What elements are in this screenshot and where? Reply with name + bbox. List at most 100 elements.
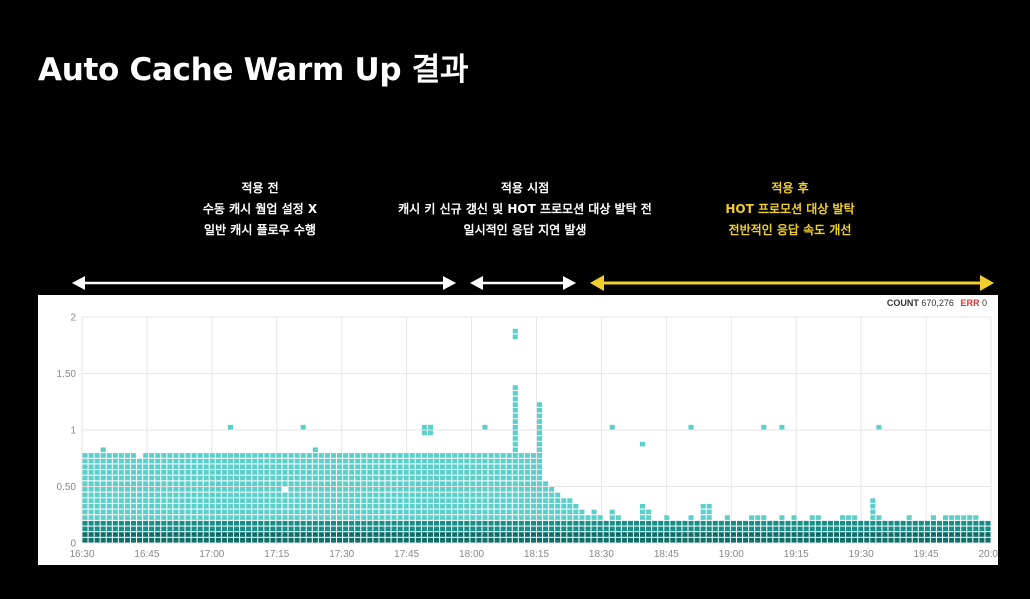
heatmap-cell <box>124 470 130 475</box>
heatmap-cell <box>755 532 761 537</box>
heatmap-cell <box>730 520 736 526</box>
heatmap-cell <box>203 509 209 515</box>
heatmap-cell <box>961 532 967 537</box>
heatmap-cell <box>221 515 227 520</box>
heatmap-cell <box>494 487 500 492</box>
heatmap-cell <box>234 492 240 498</box>
heatmap-cell <box>324 537 330 543</box>
heatmap-cell <box>464 520 470 526</box>
heatmap-cell <box>258 487 264 492</box>
heatmap-cell <box>143 492 149 498</box>
heatmap-cell <box>427 430 433 436</box>
heatmap-cell <box>258 498 264 503</box>
heatmap-cell <box>373 526 379 532</box>
heatmap-cell <box>452 520 458 526</box>
heatmap-cell <box>870 498 876 503</box>
heatmap-cell <box>409 503 415 509</box>
heatmap-cell <box>270 537 276 543</box>
heatmap-cell <box>185 520 191 526</box>
heatmap-cell <box>149 487 155 492</box>
heatmap-cell <box>106 498 112 503</box>
heatmap-cell <box>215 515 221 520</box>
heatmap-cell <box>930 520 936 526</box>
heatmap-cell <box>391 464 397 470</box>
heatmap-cell <box>130 532 137 537</box>
heatmap-cell <box>773 520 779 526</box>
heatmap-cell <box>615 515 621 520</box>
heatmap-cell <box>361 492 367 498</box>
heatmap-cell <box>433 503 440 509</box>
heatmap-cell <box>524 537 530 543</box>
heatmap-cell <box>415 481 421 486</box>
heatmap-cell <box>918 526 924 532</box>
heatmap-cell <box>355 515 361 520</box>
heatmap-cell <box>270 503 276 509</box>
heatmap-cell <box>676 520 682 526</box>
heatmap-cell <box>415 503 421 509</box>
heatmap-cell <box>427 498 433 503</box>
heatmap-cell <box>494 481 500 486</box>
heatmap-cell <box>979 537 985 543</box>
heatmap-cell <box>706 532 712 537</box>
heatmap-cell <box>773 532 779 537</box>
heatmap-cell <box>288 492 294 498</box>
heatmap-cell <box>494 503 500 509</box>
heatmap-cell <box>985 526 991 532</box>
heatmap-cell <box>421 492 427 498</box>
heatmap-cell <box>700 520 706 526</box>
heatmap-cell <box>246 492 252 498</box>
heatmap-cell <box>749 515 755 520</box>
heatmap-cell <box>361 526 367 532</box>
heatmap-cell <box>324 509 330 515</box>
heatmap-cell <box>197 503 203 509</box>
heatmap-cell <box>452 458 458 464</box>
heatmap-cell <box>149 537 155 543</box>
heatmap-cell <box>785 532 791 537</box>
heatmap-cell <box>215 503 221 509</box>
heatmap-cell <box>809 537 815 543</box>
heatmap-cell <box>282 526 288 532</box>
heatmap-cell <box>324 487 330 492</box>
heatmap-cell <box>470 498 476 503</box>
heatmap-cell <box>94 515 100 520</box>
heatmap-cell <box>427 458 433 464</box>
heatmap-cell <box>597 537 603 543</box>
heatmap-cell <box>155 537 161 543</box>
heatmap-cell <box>840 532 846 537</box>
heatmap-cell <box>252 481 258 486</box>
heatmap-cell <box>100 520 106 526</box>
heatmap-cell <box>124 458 130 464</box>
heatmap-cell <box>385 464 391 470</box>
heatmap-cell <box>379 492 385 498</box>
heatmap-cell <box>440 537 446 543</box>
heatmap-cell <box>343 526 349 532</box>
heatmap-cell <box>530 487 536 492</box>
heatmap-cell <box>537 424 543 430</box>
heatmap-cell <box>240 509 246 515</box>
heatmap-cell <box>258 532 264 537</box>
heatmap-cell <box>537 492 543 498</box>
heatmap-cell <box>494 458 500 464</box>
x-tick-label: 16:30 <box>69 549 94 560</box>
heatmap-cell <box>118 537 124 543</box>
heatmap-cell <box>803 520 809 526</box>
heatmap-cell <box>324 526 330 532</box>
heatmap-cell <box>155 492 161 498</box>
heatmap-cell <box>82 453 88 458</box>
heatmap-cell <box>88 464 94 470</box>
heatmap-cell <box>246 464 252 470</box>
heatmap-cell <box>840 537 846 543</box>
heatmap-cell <box>518 532 524 537</box>
heatmap-cell <box>433 509 440 515</box>
heatmap-cell <box>112 481 118 486</box>
x-tick-label: 19:15 <box>784 549 809 560</box>
heatmap-cell <box>282 453 288 458</box>
heatmap-cell <box>506 481 512 486</box>
page-title: Auto Cache Warm Up 결과 <box>38 52 469 88</box>
heatmap-cell <box>427 515 433 520</box>
heatmap-cell <box>100 515 106 520</box>
heatmap-cell <box>294 503 300 509</box>
heatmap-cell <box>670 532 676 537</box>
heatmap-cell <box>530 532 536 537</box>
heatmap-cell <box>646 515 652 520</box>
